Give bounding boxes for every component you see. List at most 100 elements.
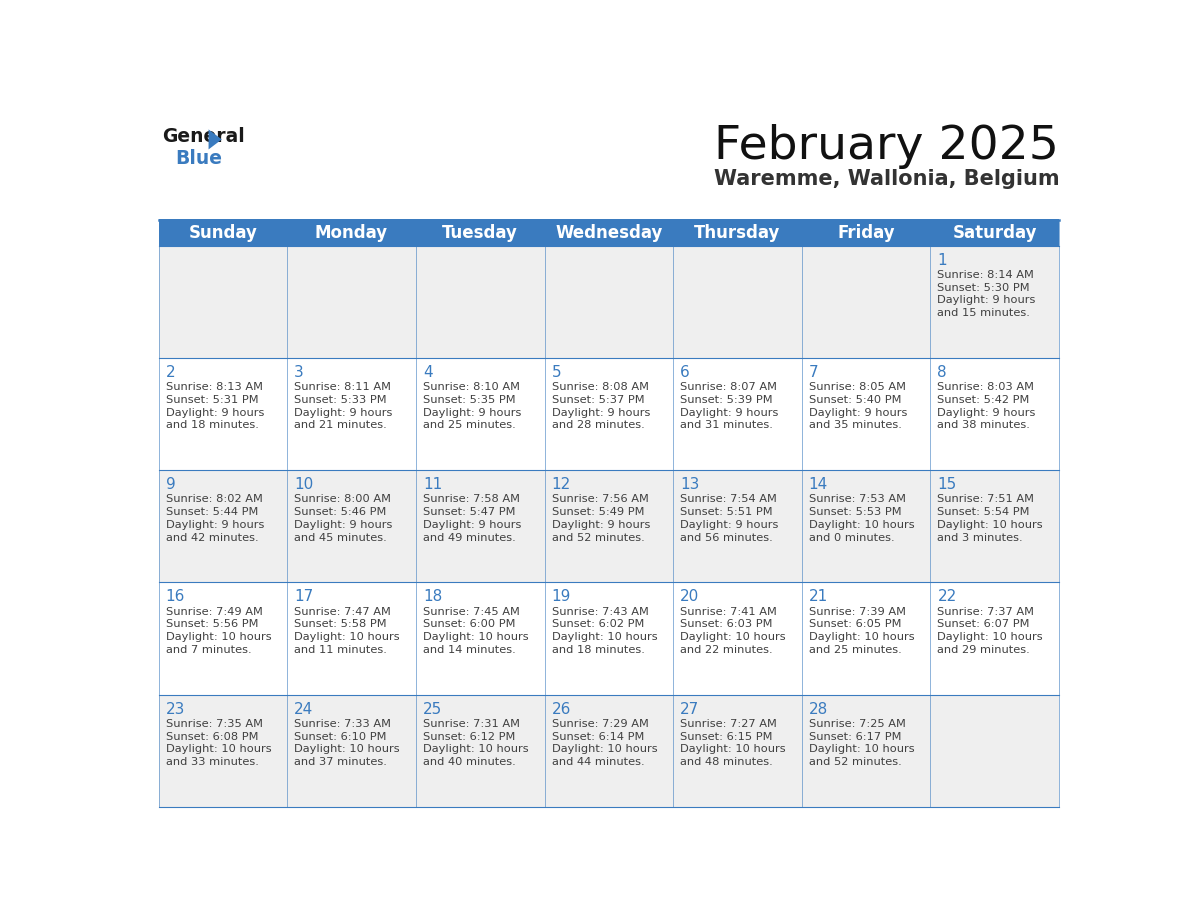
Text: Sunset: 6:10 PM: Sunset: 6:10 PM [295,732,387,742]
Text: 16: 16 [165,589,185,604]
Text: Sunrise: 7:49 AM: Sunrise: 7:49 AM [165,607,263,617]
Text: and 15 minutes.: and 15 minutes. [937,308,1030,318]
Text: Daylight: 9 hours: Daylight: 9 hours [809,408,908,418]
Text: Daylight: 10 hours: Daylight: 10 hours [423,633,529,643]
Text: Sunset: 6:00 PM: Sunset: 6:00 PM [423,620,516,630]
Text: Daylight: 9 hours: Daylight: 9 hours [681,520,778,530]
Text: and 37 minutes.: and 37 minutes. [295,757,387,767]
Bar [158,583,287,695]
Text: and 18 minutes.: and 18 minutes. [551,644,644,655]
Text: 18: 18 [423,589,442,604]
Text: Sunset: 6:05 PM: Sunset: 6:05 PM [809,620,902,630]
Text: and 29 minutes.: and 29 minutes. [937,644,1030,655]
Bar [416,695,544,807]
Bar [287,470,416,583]
Text: Sunset: 5:54 PM: Sunset: 5:54 PM [937,507,1030,517]
Text: and 48 minutes.: and 48 minutes. [681,757,773,767]
Text: and 35 minutes.: and 35 minutes. [809,420,902,431]
Text: 24: 24 [295,701,314,717]
Bar [802,246,930,358]
Text: Saturday: Saturday [953,224,1037,241]
Text: Sunrise: 7:56 AM: Sunrise: 7:56 AM [551,495,649,505]
Text: Daylight: 10 hours: Daylight: 10 hours [295,633,400,643]
Bar [930,246,1060,358]
Text: Daylight: 10 hours: Daylight: 10 hours [937,633,1043,643]
Text: 14: 14 [809,477,828,492]
Bar [544,583,674,695]
Text: and 0 minutes.: and 0 minutes. [809,532,895,543]
Text: and 22 minutes.: and 22 minutes. [681,644,772,655]
Bar [158,695,287,807]
Text: 20: 20 [681,589,700,604]
Text: Sunrise: 7:47 AM: Sunrise: 7:47 AM [295,607,391,617]
Text: Sunrise: 8:07 AM: Sunrise: 8:07 AM [681,382,777,392]
Text: and 14 minutes.: and 14 minutes. [423,644,516,655]
Text: and 21 minutes.: and 21 minutes. [295,420,387,431]
Text: Sunrise: 7:35 AM: Sunrise: 7:35 AM [165,719,263,729]
Text: Sunrise: 7:58 AM: Sunrise: 7:58 AM [423,495,520,505]
Text: Sunset: 5:51 PM: Sunset: 5:51 PM [681,507,772,517]
Bar [287,246,416,358]
Text: 13: 13 [681,477,700,492]
Bar [674,470,802,583]
Text: General: General [163,127,245,146]
Text: and 25 minutes.: and 25 minutes. [423,420,516,431]
Text: and 25 minutes.: and 25 minutes. [809,644,902,655]
Text: Sunrise: 7:51 AM: Sunrise: 7:51 AM [937,495,1035,505]
Text: 22: 22 [937,589,956,604]
Text: 1: 1 [937,252,947,268]
Text: Sunset: 6:14 PM: Sunset: 6:14 PM [551,732,644,742]
Text: 28: 28 [809,701,828,717]
Bar [544,358,674,470]
Bar [674,695,802,807]
Text: and 31 minutes.: and 31 minutes. [681,420,773,431]
Bar [158,219,1060,246]
Text: Sunset: 6:07 PM: Sunset: 6:07 PM [937,620,1030,630]
Text: 2: 2 [165,364,175,380]
Text: 12: 12 [551,477,570,492]
Text: and 7 minutes.: and 7 minutes. [165,644,251,655]
Text: Sunrise: 7:37 AM: Sunrise: 7:37 AM [937,607,1035,617]
Bar [802,470,930,583]
Text: Daylight: 10 hours: Daylight: 10 hours [551,744,657,755]
Text: Daylight: 10 hours: Daylight: 10 hours [423,744,529,755]
Text: Sunrise: 8:00 AM: Sunrise: 8:00 AM [295,495,391,505]
Bar [416,246,544,358]
Text: Daylight: 10 hours: Daylight: 10 hours [681,633,785,643]
Text: Sunrise: 7:53 AM: Sunrise: 7:53 AM [809,495,905,505]
Text: Sunset: 5:42 PM: Sunset: 5:42 PM [937,395,1030,405]
Text: Daylight: 9 hours: Daylight: 9 hours [295,520,392,530]
Text: and 45 minutes.: and 45 minutes. [295,532,387,543]
Bar [802,358,930,470]
Text: 5: 5 [551,364,561,380]
Text: 21: 21 [809,589,828,604]
Text: Sunset: 5:58 PM: Sunset: 5:58 PM [295,620,387,630]
Text: Monday: Monday [315,224,388,241]
Text: and 56 minutes.: and 56 minutes. [681,532,773,543]
Text: Daylight: 9 hours: Daylight: 9 hours [165,408,264,418]
Text: Sunset: 6:12 PM: Sunset: 6:12 PM [423,732,516,742]
Polygon shape [209,129,222,150]
Text: Sunrise: 7:41 AM: Sunrise: 7:41 AM [681,607,777,617]
Text: and 40 minutes.: and 40 minutes. [423,757,516,767]
Text: Sunset: 6:17 PM: Sunset: 6:17 PM [809,732,902,742]
Text: Sunrise: 8:02 AM: Sunrise: 8:02 AM [165,495,263,505]
Text: Sunrise: 7:39 AM: Sunrise: 7:39 AM [809,607,905,617]
Text: Daylight: 9 hours: Daylight: 9 hours [551,408,650,418]
Text: Sunrise: 8:11 AM: Sunrise: 8:11 AM [295,382,391,392]
Text: Daylight: 9 hours: Daylight: 9 hours [165,520,264,530]
Text: Blue: Blue [176,150,222,168]
Text: 19: 19 [551,589,571,604]
Text: Sunset: 5:53 PM: Sunset: 5:53 PM [809,507,902,517]
Bar [416,583,544,695]
Bar [674,583,802,695]
Text: Daylight: 10 hours: Daylight: 10 hours [295,744,400,755]
Text: Sunrise: 8:10 AM: Sunrise: 8:10 AM [423,382,520,392]
Text: and 52 minutes.: and 52 minutes. [809,757,902,767]
Bar [544,246,674,358]
Text: Sunrise: 7:29 AM: Sunrise: 7:29 AM [551,719,649,729]
Text: 9: 9 [165,477,176,492]
Bar [930,583,1060,695]
Text: 15: 15 [937,477,956,492]
Text: 8: 8 [937,364,947,380]
